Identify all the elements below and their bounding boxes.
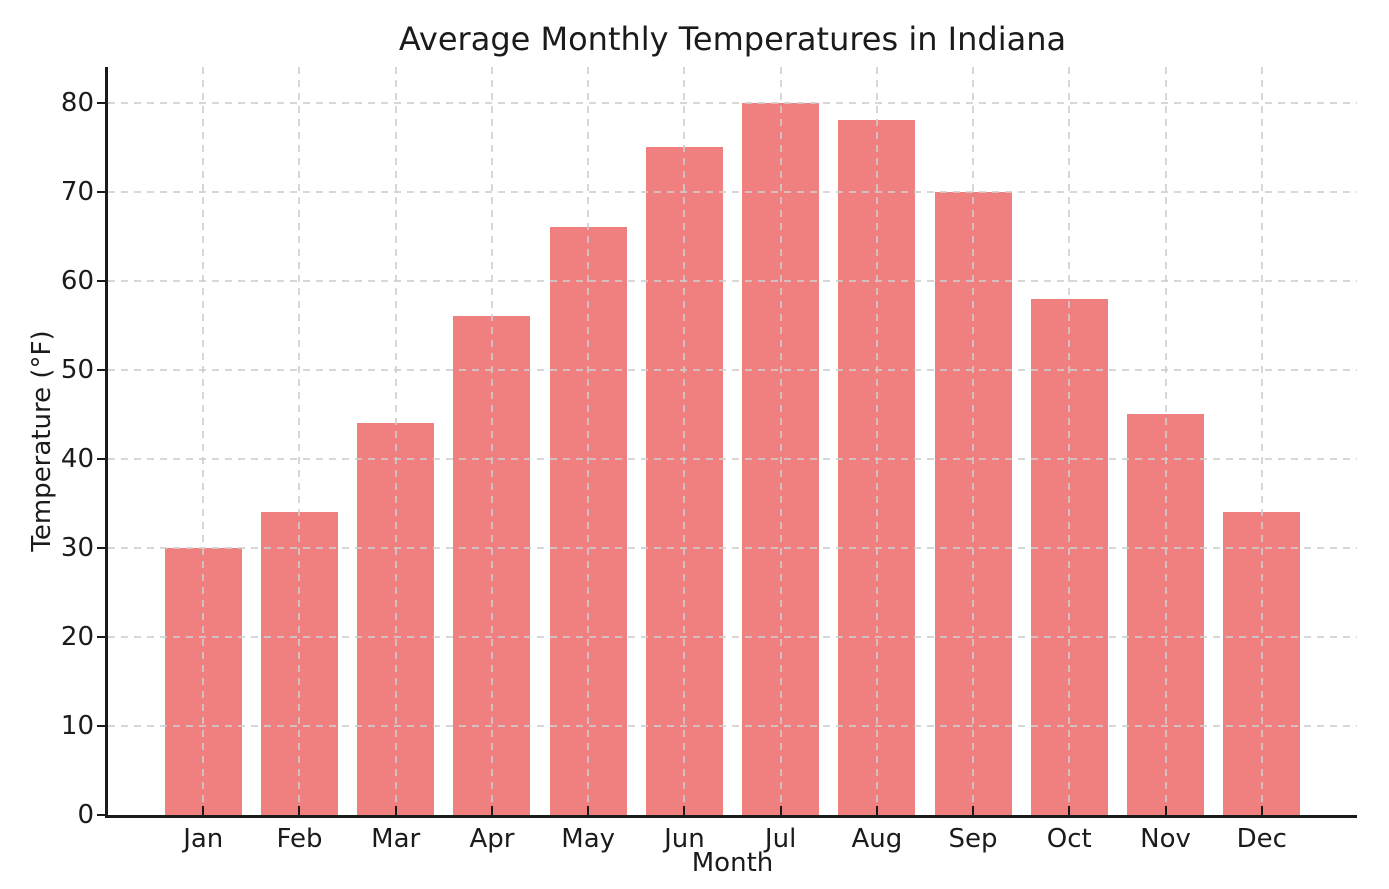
x-axis-spine bbox=[105, 815, 1357, 818]
y-tick-20 bbox=[97, 635, 105, 638]
x-tick-label-dec: Dec bbox=[1236, 824, 1287, 854]
x-tick-label-jul: Jul bbox=[764, 824, 797, 854]
plot-area: 0 10 20 30 40 50 60 70 80 Jan Feb Mar Apr May Jun Jul Au… bbox=[61, 67, 1357, 852]
y-tick-70 bbox=[97, 190, 105, 193]
v-gridline-mar bbox=[394, 67, 397, 815]
v-gridline-may bbox=[587, 67, 590, 815]
v-gridline-oct bbox=[1068, 67, 1071, 815]
v-gridline-apr bbox=[490, 67, 493, 815]
x-tick-oct bbox=[1068, 806, 1071, 815]
y-tick-label-10: 10 bbox=[60, 710, 94, 741]
x-tick-sep bbox=[972, 806, 975, 815]
x-tick-label-apr: Apr bbox=[469, 824, 515, 854]
h-gridline-60 bbox=[108, 279, 1357, 282]
chart-title: Average Monthly Temperatures in Indiana bbox=[398, 20, 1067, 58]
y-tick-80 bbox=[97, 101, 105, 104]
x-tick-aug bbox=[875, 806, 878, 815]
y-tick-0 bbox=[97, 814, 105, 816]
y-tick-label-50: 50 bbox=[60, 354, 94, 385]
x-tick-label-oct: Oct bbox=[1046, 824, 1092, 854]
v-gridline-jul bbox=[779, 67, 782, 815]
y-tick-40 bbox=[97, 457, 105, 460]
x-tick-label-feb: Feb bbox=[276, 824, 323, 854]
x-tick-jun bbox=[683, 806, 686, 815]
h-gridline-50 bbox=[108, 368, 1357, 371]
x-tick-label-may: May bbox=[561, 824, 616, 854]
y-tick-label-30: 30 bbox=[60, 532, 94, 563]
v-gridline-dec bbox=[1260, 67, 1263, 815]
y-tick-30 bbox=[97, 546, 105, 549]
x-tick-feb bbox=[298, 806, 301, 815]
x-tick-label-jun: Jun bbox=[664, 824, 705, 854]
y-tick-label-60: 60 bbox=[60, 265, 94, 296]
v-gridline-nov bbox=[1164, 67, 1167, 815]
y-tick-label-80: 80 bbox=[60, 87, 94, 118]
x-tick-label-jan: Jan bbox=[183, 824, 224, 854]
x-tick-label-mar: Mar bbox=[371, 824, 421, 854]
y-tick-label-20: 20 bbox=[60, 621, 94, 652]
x-tick-apr bbox=[490, 806, 493, 815]
v-gridline-jan bbox=[202, 67, 205, 815]
y-axis-spine bbox=[105, 67, 108, 818]
y-tick-label-40: 40 bbox=[60, 443, 94, 474]
x-tick-nov bbox=[1164, 806, 1167, 815]
x-tick-may bbox=[587, 806, 590, 815]
x-tick-mar bbox=[394, 806, 397, 815]
y-tick-label-0: 0 bbox=[77, 800, 94, 830]
h-gridline-70 bbox=[108, 190, 1357, 193]
v-gridline-sep bbox=[972, 67, 975, 815]
x-tick-label-nov: Nov bbox=[1140, 824, 1191, 854]
h-gridline-80 bbox=[108, 101, 1357, 104]
x-tick-dec bbox=[1260, 806, 1263, 815]
h-gridline-20 bbox=[108, 635, 1357, 638]
y-tick-10 bbox=[97, 724, 105, 727]
v-gridline-feb bbox=[298, 67, 301, 815]
y-tick-60 bbox=[97, 279, 105, 282]
v-gridline-aug bbox=[875, 67, 878, 815]
h-gridline-40 bbox=[108, 457, 1357, 460]
y-tick-50 bbox=[97, 368, 105, 371]
h-gridline-30 bbox=[108, 546, 1357, 549]
y-tick-label-70: 70 bbox=[60, 176, 94, 207]
x-tick-label-aug: Aug bbox=[851, 824, 903, 854]
x-tick-label-sep: Sep bbox=[948, 824, 998, 854]
h-gridline-10 bbox=[108, 724, 1357, 727]
x-tick-jan bbox=[202, 806, 205, 815]
x-tick-jul bbox=[779, 806, 782, 815]
x-axis-label: Month bbox=[691, 848, 774, 878]
v-gridline-jun bbox=[683, 67, 686, 815]
